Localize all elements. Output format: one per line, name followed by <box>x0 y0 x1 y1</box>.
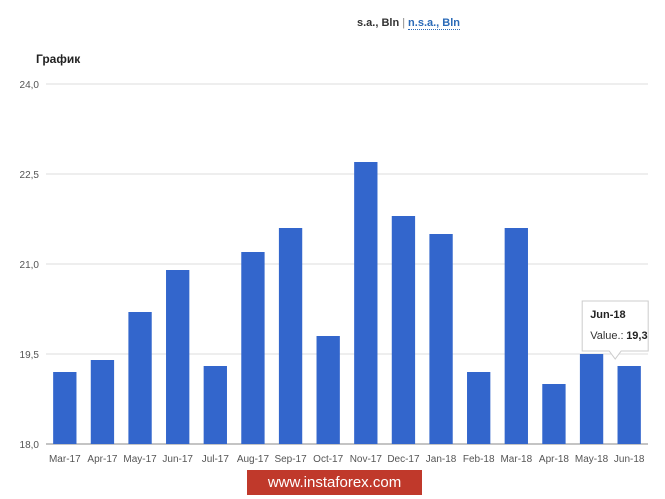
bar[interactable] <box>504 228 528 444</box>
bar[interactable] <box>467 372 491 444</box>
x-tick-label: Jan-18 <box>426 454 457 465</box>
x-tick-label: Apr-17 <box>87 454 117 465</box>
option-nsa-link[interactable]: n.s.a., Bln <box>408 17 461 30</box>
x-tick-label: Dec-17 <box>387 454 420 465</box>
y-tick-label: 19,5 <box>20 350 40 361</box>
bar[interactable] <box>617 366 641 444</box>
x-tick-label: Mar-18 <box>500 454 532 465</box>
x-tick-label: Aug-17 <box>237 454 270 465</box>
tooltip: Jun-18 Value.: 19,3 <box>581 300 649 360</box>
x-tick-label: Jul-17 <box>202 454 230 465</box>
watermark-banner: www.instaforex.com <box>247 470 422 495</box>
y-tick-label: 24,0 <box>20 80 40 91</box>
bar[interactable] <box>354 162 378 444</box>
bar[interactable] <box>128 312 152 444</box>
y-tick-label: 18,0 <box>20 440 40 451</box>
x-tick-label: Jun-17 <box>162 454 193 465</box>
x-tick-label: Apr-18 <box>539 454 569 465</box>
x-tick-label: Sep-17 <box>274 454 307 465</box>
x-tick-label: Oct-17 <box>313 454 343 465</box>
tooltip-label: Value.: <box>590 330 623 342</box>
bar[interactable] <box>429 234 453 444</box>
bar[interactable] <box>166 270 190 444</box>
bar[interactable] <box>203 366 227 444</box>
x-tick-label: May-18 <box>575 454 609 465</box>
chart-title: График <box>36 52 81 66</box>
bar[interactable] <box>53 372 77 444</box>
x-tick-label: Jun-18 <box>614 454 645 465</box>
y-tick-label: 21,0 <box>20 260 40 271</box>
bar[interactable] <box>579 354 604 444</box>
bar[interactable] <box>391 216 416 444</box>
option-separator: | <box>402 17 406 29</box>
bar[interactable] <box>241 252 265 444</box>
option-sa[interactable]: s.a., Bln <box>357 17 400 29</box>
x-tick-label: May-17 <box>123 454 157 465</box>
tooltip-box <box>581 300 649 360</box>
tooltip-title: Jun-18 <box>590 309 625 321</box>
x-tick-label: Mar-17 <box>49 454 81 465</box>
bar[interactable] <box>316 336 340 444</box>
x-tick-label: Feb-18 <box>463 454 495 465</box>
tooltip-value: 19,3 <box>626 330 647 342</box>
y-tick-label: 22,5 <box>20 170 40 181</box>
bar[interactable] <box>90 360 115 444</box>
unit-toggle: s.a., Bln | n.s.a., Bln <box>357 17 461 30</box>
x-tick-label: Nov-17 <box>350 454 383 465</box>
bar[interactable] <box>278 228 303 444</box>
bar[interactable] <box>542 384 566 444</box>
